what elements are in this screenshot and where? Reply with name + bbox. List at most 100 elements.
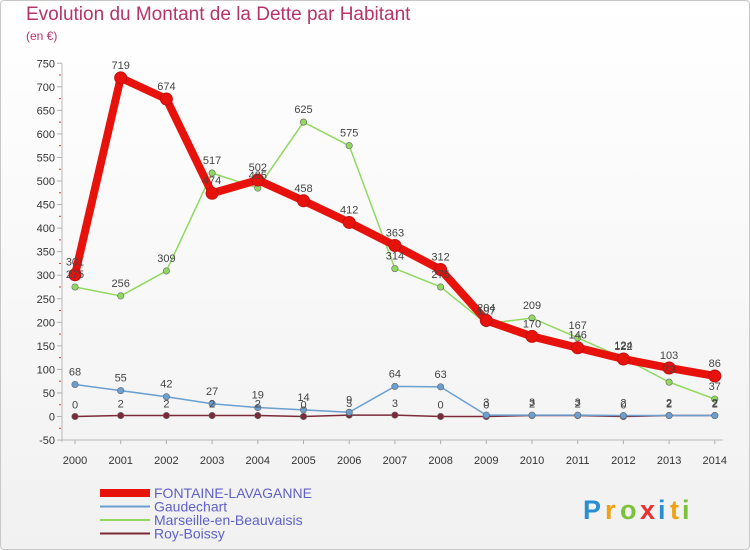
data-point bbox=[391, 411, 399, 419]
data-point bbox=[162, 393, 170, 401]
data-label: 122 bbox=[614, 341, 632, 353]
data-label: 2 bbox=[712, 399, 718, 411]
logo-letter: t bbox=[670, 495, 679, 525]
data-label: 2 bbox=[666, 398, 672, 410]
data-point bbox=[117, 412, 125, 420]
data-point bbox=[574, 334, 582, 342]
data-label: 256 bbox=[112, 278, 130, 290]
data-label: 575 bbox=[340, 128, 358, 140]
data-point bbox=[437, 412, 445, 420]
y-tick-label: 200 bbox=[37, 317, 55, 329]
data-label: 3 bbox=[392, 398, 398, 410]
data-point bbox=[616, 352, 630, 366]
data-label: 37 bbox=[709, 381, 721, 393]
data-point bbox=[299, 412, 307, 420]
y-tick-label: 300 bbox=[37, 270, 55, 282]
x-tick-label: 2005 bbox=[291, 455, 315, 467]
data-point bbox=[345, 408, 353, 416]
y-tick-label: 350 bbox=[37, 247, 55, 259]
data-label: 2 bbox=[620, 398, 626, 410]
data-label: 68 bbox=[69, 366, 81, 378]
data-point bbox=[525, 329, 539, 343]
data-point bbox=[114, 71, 128, 85]
y-tick-label: 700 bbox=[37, 82, 55, 94]
data-label: 55 bbox=[115, 373, 127, 385]
logo-letter: i bbox=[682, 495, 690, 525]
data-label: 27 bbox=[206, 386, 218, 398]
data-point bbox=[528, 314, 536, 322]
y-tick-label: 50 bbox=[43, 388, 55, 400]
data-label: 124 bbox=[614, 340, 632, 352]
y-tick-label: 650 bbox=[37, 105, 55, 117]
data-label: 719 bbox=[112, 60, 130, 72]
logo-letter: o bbox=[620, 495, 637, 525]
data-label: 3 bbox=[529, 397, 535, 409]
data-point bbox=[388, 239, 402, 253]
data-point bbox=[71, 412, 79, 420]
data-label: 146 bbox=[569, 330, 587, 342]
data-label: 517 bbox=[203, 155, 221, 167]
data-point bbox=[68, 268, 82, 282]
data-point bbox=[528, 411, 536, 419]
y-tick-label: 100 bbox=[37, 364, 55, 376]
data-point bbox=[254, 404, 262, 412]
data-point bbox=[391, 382, 399, 390]
data-point bbox=[711, 412, 719, 420]
y-tick-label: 0 bbox=[49, 412, 55, 424]
data-point bbox=[254, 412, 262, 420]
data-point bbox=[117, 387, 125, 395]
data-label: 2 bbox=[209, 399, 215, 411]
data-label: 0 bbox=[300, 400, 306, 412]
y-tick-label: 400 bbox=[37, 223, 55, 235]
data-point bbox=[71, 283, 79, 291]
data-label: 2 bbox=[712, 398, 718, 410]
data-label: 14 bbox=[297, 392, 309, 404]
data-label: 2 bbox=[666, 399, 672, 411]
x-tick-label: 2008 bbox=[428, 455, 452, 467]
data-label: 103 bbox=[660, 350, 678, 362]
y-tick-label: 600 bbox=[37, 129, 55, 141]
x-tick-label: 2004 bbox=[246, 455, 270, 467]
data-label: 19 bbox=[252, 390, 264, 402]
data-label: 485 bbox=[249, 170, 267, 182]
data-point bbox=[162, 267, 170, 275]
data-label: 197 bbox=[477, 306, 495, 318]
data-label: 314 bbox=[386, 251, 404, 263]
data-label: 209 bbox=[523, 300, 541, 312]
y-tick-label: 150 bbox=[37, 341, 55, 353]
legend-label: Gaudechart bbox=[154, 499, 227, 515]
data-label: 674 bbox=[157, 81, 175, 93]
data-point bbox=[345, 142, 353, 150]
x-tick-label: 2013 bbox=[657, 455, 681, 467]
data-label: 167 bbox=[569, 320, 587, 332]
data-label: 502 bbox=[249, 162, 267, 174]
chart-title: Evolution du Montant de la Dette par Hab… bbox=[26, 4, 411, 25]
data-label: 0 bbox=[72, 400, 78, 412]
data-point bbox=[208, 400, 216, 408]
data-label: 2 bbox=[118, 399, 124, 411]
y-tick-label: 750 bbox=[37, 58, 55, 70]
data-label: 3 bbox=[575, 397, 581, 409]
data-label: 0 bbox=[438, 400, 444, 412]
logo-letter: x bbox=[640, 495, 655, 525]
logo-letter: P bbox=[583, 495, 601, 525]
data-point bbox=[205, 186, 219, 200]
data-label: 412 bbox=[340, 204, 358, 216]
data-label: 3 bbox=[346, 398, 352, 410]
x-tick-label: 2007 bbox=[383, 455, 407, 467]
x-tick-label: 2006 bbox=[337, 455, 361, 467]
chart-unit-label: (en €) bbox=[26, 29, 58, 43]
data-point bbox=[571, 341, 585, 355]
data-label: 0 bbox=[620, 400, 626, 412]
data-label: 2 bbox=[255, 399, 261, 411]
data-point bbox=[482, 411, 490, 419]
data-label: 0 bbox=[483, 400, 489, 412]
legend-label: Roy-Boissy bbox=[154, 526, 225, 542]
y-tick-label: 250 bbox=[37, 294, 55, 306]
logo-letter: r bbox=[605, 495, 616, 525]
x-tick-label: 2014 bbox=[703, 455, 727, 467]
data-label: 301 bbox=[66, 257, 84, 269]
data-label: 363 bbox=[386, 228, 404, 240]
